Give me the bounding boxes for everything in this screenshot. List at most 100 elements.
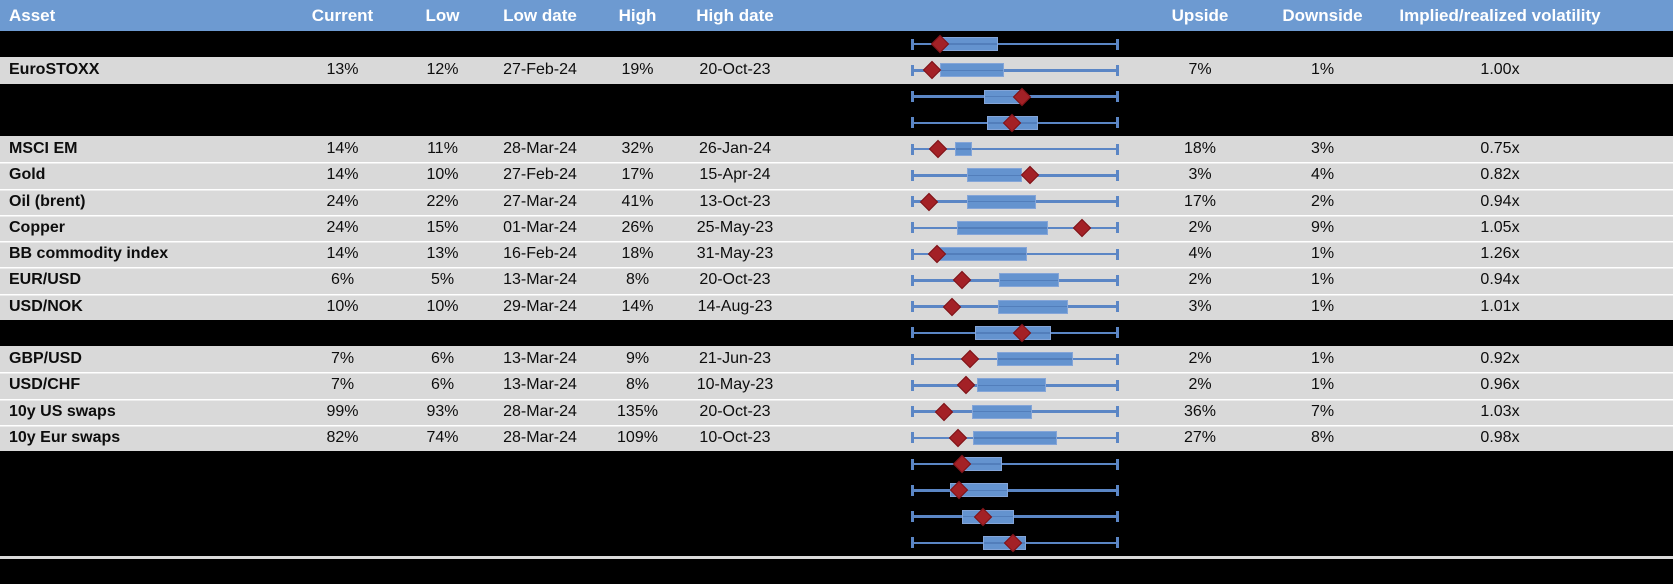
- cell-current[interactable]: 14%: [326, 166, 359, 184]
- cell-current[interactable]: 24%: [326, 218, 359, 236]
- cell-impl-real-vol[interactable]: 1.03x: [1480, 402, 1520, 420]
- cell-high[interactable]: 17%: [621, 166, 654, 184]
- cell-low-date[interactable]: 13-Mar-24: [503, 376, 577, 394]
- cell-low-date[interactable]: 01-Mar-24: [503, 218, 577, 236]
- cell-high-date[interactable]: 25-May-23: [696, 218, 774, 236]
- cell-current[interactable]: 24%: [326, 192, 359, 210]
- col-header-asset[interactable]: Asset: [9, 5, 56, 25]
- cell-high[interactable]: 18%: [621, 245, 654, 263]
- cell-high[interactable]: 135%: [617, 402, 658, 420]
- col-header-impl-real-vol[interactable]: Implied/realized volatility: [1399, 5, 1601, 25]
- cell-current[interactable]: 7%: [330, 376, 355, 394]
- cell-low[interactable]: 15%: [426, 218, 459, 236]
- cell-low[interactable]: 10%: [426, 297, 459, 315]
- col-header-current[interactable]: Current: [311, 5, 374, 25]
- cell-high-date[interactable]: 26-Jan-24: [698, 140, 772, 158]
- cell-downside[interactable]: 7%: [1310, 402, 1335, 420]
- cell-impl-real-vol[interactable]: 0.82x: [1480, 166, 1520, 184]
- cell-low-date[interactable]: 16-Feb-24: [503, 245, 577, 263]
- cell-downside[interactable]: 4%: [1310, 166, 1335, 184]
- cell-high-date[interactable]: 14-Aug-23: [697, 297, 773, 315]
- cell-asset[interactable]: EUR/USD: [9, 271, 82, 289]
- cell-high[interactable]: 9%: [625, 350, 650, 368]
- cell-impl-real-vol[interactable]: 0.94x: [1480, 192, 1520, 210]
- cell-upside[interactable]: 3%: [1188, 166, 1212, 184]
- cell-downside[interactable]: 9%: [1310, 218, 1335, 236]
- cell-low[interactable]: 5%: [430, 271, 455, 289]
- cell-high[interactable]: 26%: [621, 218, 654, 236]
- cell-low[interactable]: 12%: [426, 61, 459, 79]
- cell-impl-real-vol[interactable]: 1.26x: [1480, 245, 1520, 263]
- cell-asset[interactable]: BB commodity index: [9, 245, 169, 263]
- cell-downside[interactable]: 8%: [1310, 428, 1335, 446]
- cell-low-date[interactable]: 13-Mar-24: [503, 350, 577, 368]
- cell-upside[interactable]: 3%: [1188, 297, 1212, 315]
- cell-asset[interactable]: 10y Eur swaps: [9, 428, 121, 446]
- cell-high[interactable]: 8%: [625, 376, 650, 394]
- cell-high-date[interactable]: 21-Jun-23: [698, 350, 772, 368]
- cell-impl-real-vol[interactable]: 0.94x: [1480, 271, 1520, 289]
- cell-downside[interactable]: 1%: [1310, 376, 1335, 394]
- col-header-high-date[interactable]: High date: [696, 5, 774, 25]
- cell-current[interactable]: 14%: [326, 140, 359, 158]
- cell-current[interactable]: 6%: [330, 271, 355, 289]
- cell-low-date[interactable]: 28-Mar-24: [503, 428, 577, 446]
- cell-upside[interactable]: 2%: [1188, 376, 1212, 394]
- cell-current[interactable]: 99%: [326, 402, 359, 420]
- cell-impl-real-vol[interactable]: 1.00x: [1480, 61, 1520, 79]
- cell-impl-real-vol[interactable]: 0.92x: [1480, 350, 1520, 368]
- cell-downside[interactable]: 2%: [1310, 192, 1335, 210]
- cell-high[interactable]: 32%: [621, 140, 654, 158]
- cell-upside[interactable]: 27%: [1183, 428, 1217, 446]
- cell-impl-real-vol[interactable]: 0.98x: [1480, 428, 1520, 446]
- cell-downside[interactable]: 1%: [1310, 350, 1335, 368]
- cell-current[interactable]: 13%: [326, 61, 359, 79]
- cell-asset[interactable]: USD/CHF: [9, 376, 81, 394]
- cell-asset[interactable]: GBP/USD: [9, 350, 82, 368]
- col-header-low[interactable]: Low: [425, 5, 460, 25]
- cell-current[interactable]: 82%: [326, 428, 359, 446]
- cell-upside[interactable]: 2%: [1188, 350, 1212, 368]
- cell-high[interactable]: 14%: [621, 297, 654, 315]
- cell-high[interactable]: 109%: [617, 428, 658, 446]
- cell-current[interactable]: 7%: [330, 350, 355, 368]
- cell-low[interactable]: 10%: [426, 166, 459, 184]
- cell-downside[interactable]: 3%: [1310, 140, 1335, 158]
- col-header-downside[interactable]: Downside: [1282, 5, 1363, 25]
- cell-downside[interactable]: 1%: [1310, 245, 1335, 263]
- cell-current[interactable]: 14%: [326, 245, 359, 263]
- cell-downside[interactable]: 1%: [1310, 271, 1335, 289]
- cell-upside[interactable]: 2%: [1188, 218, 1212, 236]
- col-header-upside[interactable]: Upside: [1171, 5, 1229, 25]
- cell-downside[interactable]: 1%: [1310, 297, 1335, 315]
- cell-asset[interactable]: Gold: [9, 166, 46, 184]
- cell-impl-real-vol[interactable]: 1.01x: [1480, 297, 1520, 315]
- cell-impl-real-vol[interactable]: 1.05x: [1480, 218, 1520, 236]
- cell-low-date[interactable]: 27-Mar-24: [503, 192, 577, 210]
- cell-current[interactable]: 10%: [326, 297, 359, 315]
- cell-low[interactable]: 13%: [426, 245, 459, 263]
- cell-downside[interactable]: 1%: [1310, 61, 1335, 79]
- cell-upside[interactable]: 7%: [1188, 61, 1212, 79]
- cell-low-date[interactable]: 27-Feb-24: [503, 61, 577, 79]
- cell-low[interactable]: 74%: [426, 428, 459, 446]
- cell-upside[interactable]: 2%: [1188, 271, 1212, 289]
- cell-low[interactable]: 11%: [427, 140, 458, 158]
- cell-high-date[interactable]: 20-Oct-23: [699, 61, 771, 79]
- cell-low-date[interactable]: 27-Feb-24: [503, 166, 577, 184]
- cell-low-date[interactable]: 28-Mar-24: [503, 140, 577, 158]
- cell-low-date[interactable]: 13-Mar-24: [503, 271, 577, 289]
- cell-asset[interactable]: USD/NOK: [9, 297, 83, 315]
- cell-low-date[interactable]: 29-Mar-24: [503, 297, 577, 315]
- cell-low[interactable]: 93%: [426, 402, 459, 420]
- cell-asset[interactable]: Oil (brent): [9, 192, 86, 210]
- cell-high-date[interactable]: 10-May-23: [696, 376, 774, 394]
- cell-asset[interactable]: EuroSTOXX: [9, 61, 100, 79]
- cell-upside[interactable]: 36%: [1183, 402, 1217, 420]
- cell-upside[interactable]: 4%: [1188, 245, 1212, 263]
- cell-asset[interactable]: 10y US swaps: [9, 402, 116, 420]
- cell-high[interactable]: 8%: [625, 271, 650, 289]
- cell-low[interactable]: 6%: [430, 376, 455, 394]
- cell-impl-real-vol[interactable]: 0.96x: [1480, 376, 1520, 394]
- cell-upside[interactable]: 18%: [1183, 140, 1217, 158]
